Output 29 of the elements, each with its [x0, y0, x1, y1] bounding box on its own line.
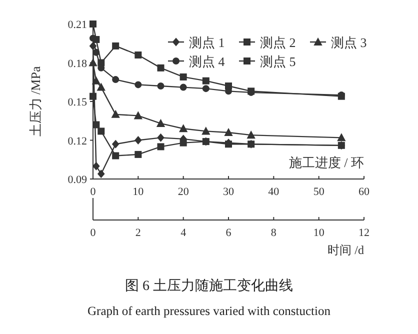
x-tick-label: 40: [268, 186, 280, 198]
x-tick-label: 10: [132, 186, 144, 198]
x2-tick-label: 10: [313, 227, 325, 239]
legend-label: 测点 1: [189, 35, 225, 50]
x2-tick-label: 6: [226, 227, 232, 239]
y-tick-label: 0.12: [68, 135, 87, 148]
x-tick-label: 0: [90, 186, 96, 198]
y-axis-title: 土压力 /MPa: [28, 66, 43, 137]
x2-tick-label: 2: [135, 227, 141, 239]
x2-tick-label: 12: [358, 227, 370, 239]
x-tick-label: 20: [178, 186, 190, 198]
y-tick-label: 0.21: [68, 19, 87, 31]
y-tick-label: 0.09: [68, 174, 88, 186]
x2-tick-label: 8: [270, 227, 277, 239]
x-tick-label: 50: [313, 186, 325, 198]
legend-label: 测点 4: [189, 54, 226, 69]
x2-axis-title: 时间 /d: [328, 243, 364, 257]
legend-label: 测点 5: [260, 54, 296, 69]
x-tick-label: 60: [358, 186, 370, 198]
x-tick-label: 30: [223, 186, 234, 198]
text: Graph of earth pressures varied with constuction: [88, 304, 332, 318]
x-axis-title: 施工进度 / 环: [288, 155, 364, 170]
y-tick-label: 0.15: [68, 96, 88, 108]
legend-label: 测点 2: [260, 35, 296, 50]
legend-label: 测点 3: [331, 35, 367, 50]
y-tick-label: 0.18: [68, 58, 88, 70]
caption: 图 6 土压力随施工变化曲线: [125, 278, 293, 294]
x2-tick-label: 0: [90, 227, 96, 239]
x2-tick-label: 4: [180, 227, 187, 239]
